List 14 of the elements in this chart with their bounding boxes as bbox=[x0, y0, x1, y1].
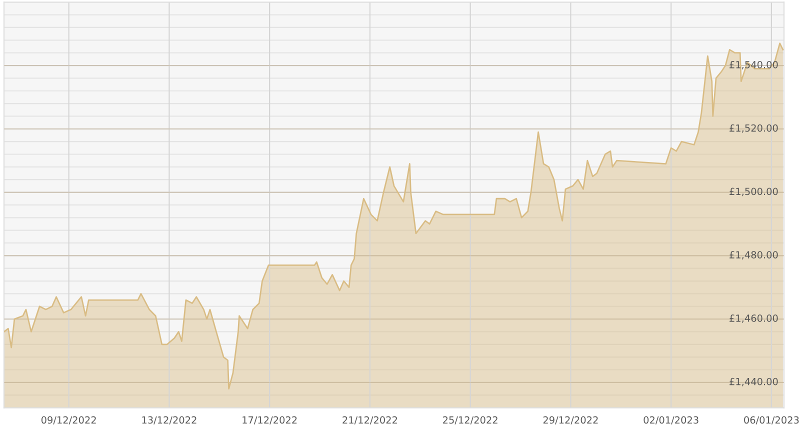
y-tick-label: £1,520.00 bbox=[730, 124, 778, 133]
y-tick-label: £1,460.00 bbox=[730, 314, 778, 323]
y-tick-label: £1,500.00 bbox=[730, 188, 778, 196]
x-tick-label: 02/01/2023 bbox=[644, 416, 698, 424]
x-tick-label: 06/01/2023 bbox=[744, 416, 799, 424]
x-tick-label: 17/12/2022 bbox=[242, 416, 297, 424]
x-tick-label: 21/12/2022 bbox=[342, 416, 397, 424]
x-tick-label: 13/12/2022 bbox=[142, 416, 196, 424]
y-tick-label: £1,440.00 bbox=[730, 378, 778, 386]
y-tick-label: £1,480.00 bbox=[730, 251, 778, 260]
y-tick-label: £1,540.00 bbox=[730, 60, 778, 70]
x-tick-label: 29/12/2022 bbox=[543, 416, 598, 424]
x-tick-label: 25/12/2022 bbox=[443, 416, 498, 424]
x-tick-label: 09/12/2022 bbox=[41, 416, 96, 424]
